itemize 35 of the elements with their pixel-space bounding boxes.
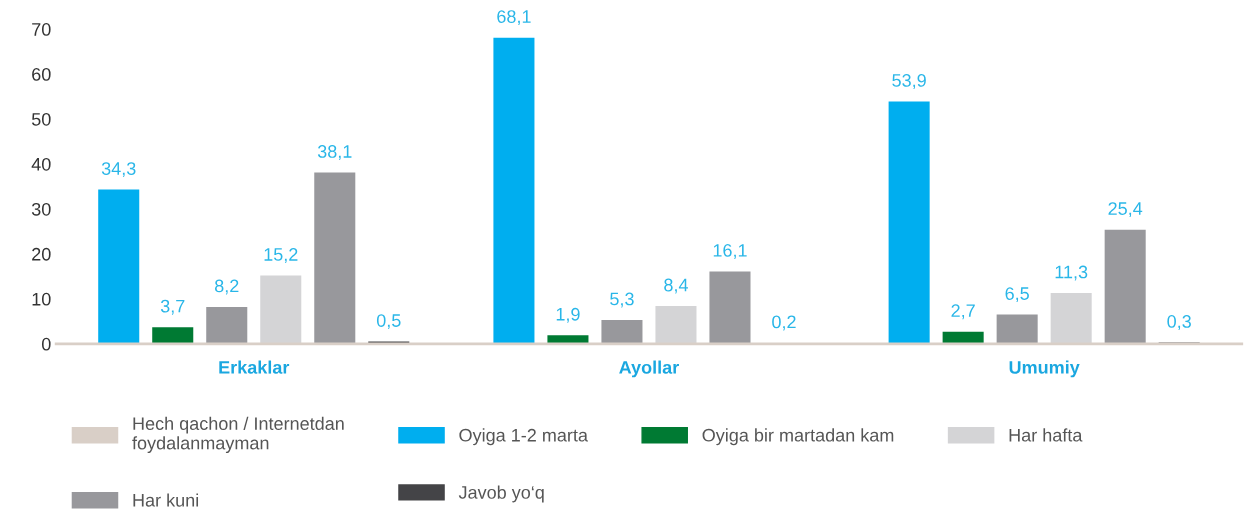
data-label: 0,2 xyxy=(772,315,796,331)
data-label: 38,1 xyxy=(317,145,352,160)
data-label: 2,7 xyxy=(951,304,975,320)
data-label: 3,7 xyxy=(160,299,185,315)
data-label: 8,4 xyxy=(664,278,688,294)
y-tick-label: 20 xyxy=(32,247,51,261)
x-tick-label: Umumiy xyxy=(1009,360,1080,378)
data-label: 0,5 xyxy=(376,314,401,330)
x-tick-label: Ayollar xyxy=(619,360,679,378)
data-label: 68,1 xyxy=(497,10,531,26)
legend-label: Javob yo‘q xyxy=(458,485,544,503)
data-label: 6,5 xyxy=(1005,287,1029,303)
data-label: 16,1 xyxy=(713,243,747,259)
y-tick-label: 50 xyxy=(31,112,51,126)
x-tick-label: Erkaklar xyxy=(219,360,290,374)
legend-label: Oyiga 1-2 marta xyxy=(459,428,588,446)
data-label: 1,9 xyxy=(556,307,580,323)
legend-label: Har kuni xyxy=(133,493,199,507)
data-label: 11,3 xyxy=(1055,265,1088,281)
legend-label: Har hafta xyxy=(1009,428,1083,442)
legend-label: Oyiga bir martadan kam xyxy=(702,428,894,446)
legend-label: Hech qachon / Internetdan foydalanmayman xyxy=(132,416,344,454)
y-tick-label: 0 xyxy=(41,337,51,351)
data-label: 53,9 xyxy=(892,74,926,89)
y-tick-label: 30 xyxy=(31,202,51,216)
data-label: 15,2 xyxy=(264,248,298,263)
data-label: 8,2 xyxy=(214,279,239,295)
data-label: 5,3 xyxy=(610,292,634,308)
data-label: 34,3 xyxy=(101,162,136,178)
y-tick-label: 40 xyxy=(31,157,51,171)
y-tick-label: 10 xyxy=(32,292,51,306)
y-tick-label: 70 xyxy=(32,23,51,36)
data-label: 25,4 xyxy=(1108,202,1143,218)
y-tick-label: 60 xyxy=(32,67,51,81)
data-label: 0,3 xyxy=(1167,315,1191,330)
